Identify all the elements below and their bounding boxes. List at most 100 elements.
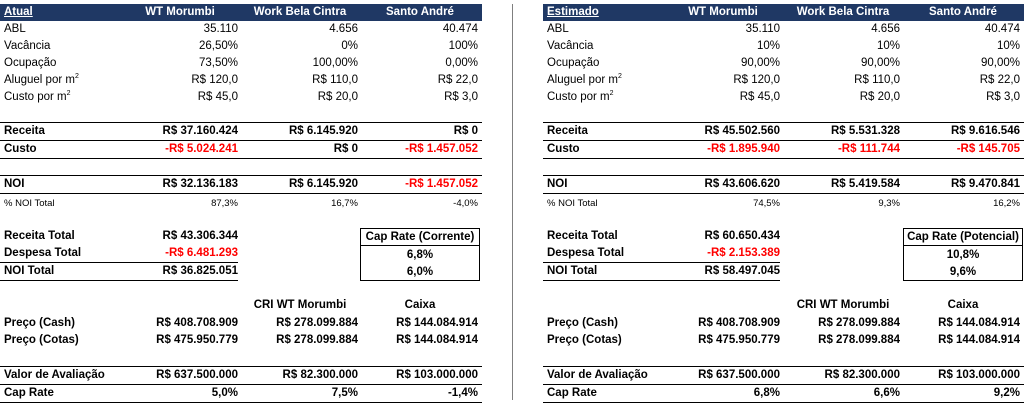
metric-value: 10% — [996, 40, 1020, 52]
despesa-total-value: -R$ 2.153.389 — [707, 247, 780, 259]
despesa-total-value: -R$ 6.481.293 — [165, 247, 238, 259]
price-column-header: CRI WT Morumbi — [796, 299, 890, 311]
custo-value: -R$ 5.024.241 — [165, 143, 238, 155]
metric-row-abl: ABL 35.110 4.656 40.474 — [0, 21, 482, 38]
panel-title: Estimado — [547, 6, 599, 18]
custo-label: Custo — [4, 143, 37, 155]
metric-value: 90,00% — [860, 57, 900, 69]
noi-pct-label: % NOI Total — [4, 198, 55, 209]
noi-pct-value: 9,3% — [878, 198, 900, 209]
noi-total-value: R$ 36.825.051 — [162, 265, 238, 277]
receita-total-row: Receita Total R$ 43.306.344 — [0, 228, 238, 245]
preco-value: R$ 475.950.779 — [156, 334, 238, 346]
preco-cash-row: Preço (Cash) R$ 408.708.909 R$ 278.099.8… — [0, 315, 482, 332]
custo-row: Custo -R$ 1.895.940 -R$ 111.744 -R$ 145.… — [543, 140, 1024, 159]
metric-label: Vacância — [4, 40, 51, 52]
preco-value: R$ 278.099.884 — [276, 317, 358, 329]
cap-rate-value: 6,8% — [753, 387, 780, 399]
metric-value: R$ 22,0 — [437, 74, 478, 86]
metric-row-aluguel: Aluguel por m2 R$ 120,0 R$ 110,0 R$ 22,0 — [0, 72, 482, 89]
preco-value: R$ 475.950.779 — [698, 334, 780, 346]
receita-value: R$ 45.502.560 — [704, 125, 780, 137]
custo-label: Custo — [547, 143, 580, 155]
cap-rate-box-value: 6,0% — [406, 266, 434, 278]
metric-value: 73,50% — [198, 57, 238, 69]
custo-value: -R$ 111.744 — [837, 143, 900, 155]
noi-label: NOI — [547, 178, 568, 190]
metric-label: Custo por m2 — [4, 90, 71, 103]
noi-pct-value: 74,5% — [753, 198, 780, 209]
metric-value: R$ 20,0 — [859, 91, 900, 103]
cap-rate-row: Cap Rate 5,0% 7,5% -1,4% — [0, 385, 482, 403]
noi-pct-value: 16,2% — [993, 198, 1020, 209]
metric-label: ABL — [547, 23, 569, 35]
preco-value: R$ 144.084.914 — [938, 334, 1020, 346]
metric-value: 100,00% — [312, 57, 358, 69]
valor-avaliacao-row: Valor de Avaliação R$ 637.500.000 R$ 82.… — [0, 366, 482, 385]
metric-row-ocupacao: Ocupação 73,50% 100,00% 0,00% — [0, 55, 482, 72]
metric-value: R$ 20,0 — [317, 91, 358, 103]
metric-value: R$ 45,0 — [739, 91, 780, 103]
cap-rate-box: Cap Rate (Corrente) 6,8% 6,0% — [360, 228, 480, 281]
price-column-header-row: CRI WT Morumbi Caixa — [0, 297, 482, 314]
metric-row-aluguel: Aluguel por m2 R$ 120,0 R$ 110,0 R$ 22,0 — [543, 72, 1024, 89]
custo-value: -R$ 1.895.940 — [707, 143, 780, 155]
cap-rate-box-value: 6,8% — [406, 249, 434, 261]
noi-pct-value: 87,3% — [211, 198, 238, 209]
metric-value: 90,00% — [980, 57, 1020, 69]
despesa-total-label: Despesa Total — [547, 247, 625, 259]
noi-total-row: NOI Total R$ 58.497.045 — [543, 263, 780, 281]
custo-value: R$ 0 — [333, 143, 358, 155]
metric-value: R$ 3,0 — [444, 91, 478, 103]
receita-total-value: R$ 43.306.344 — [162, 230, 238, 242]
noi-pct-value: -4,0% — [453, 198, 478, 209]
metric-value: R$ 120,0 — [733, 74, 780, 86]
valor-avaliacao-label: Valor de Avaliação — [547, 369, 648, 381]
header-row: Estimado WT Morumbi Work Bela Cintra San… — [543, 4, 1024, 21]
metric-value: 35.110 — [745, 23, 780, 35]
metric-value: 40.474 — [984, 23, 1020, 35]
noi-pct-row: % NOI Total 74,5% 9,3% 16,2% — [543, 195, 1024, 212]
metric-value: 0% — [341, 40, 358, 52]
metric-value: 0,00% — [445, 57, 478, 69]
metric-row-ocupacao: Ocupação 90,00% 90,00% 90,00% — [543, 55, 1024, 72]
receita-value: R$ 37.160.424 — [162, 125, 238, 137]
column-header-santo-andre: Santo André — [929, 6, 997, 18]
cap-rate-box: Cap Rate (Potencial) 10,8% 9,6% — [903, 228, 1023, 281]
metric-row-vacancia: Vacância 26,50% 0% 100% — [0, 38, 482, 55]
metric-row-abl: ABL 35.110 4.656 40.474 — [543, 21, 1024, 38]
metric-row-custo-m2: Custo por m2 R$ 45,0 R$ 20,0 R$ 3,0 — [543, 89, 1024, 106]
noi-pct-label: % NOI Total — [547, 198, 598, 209]
price-column-header: CRI WT Morumbi — [253, 299, 347, 311]
preco-value: R$ 144.084.914 — [938, 317, 1020, 329]
metric-label: Aluguel por m2 — [4, 73, 79, 86]
column-header-wt-morumbi: WT Morumbi — [688, 6, 758, 18]
metric-value: R$ 110,0 — [854, 74, 900, 86]
despesa-total-row: Despesa Total -R$ 6.481.293 — [0, 245, 238, 263]
noi-pct-row: % NOI Total 87,3% 16,7% -4,0% — [0, 195, 482, 212]
cap-rate-value: 5,0% — [211, 387, 238, 399]
cap-rate-row: Cap Rate 6,8% 6,6% 9,2% — [543, 385, 1024, 403]
noi-value: -R$ 1.457.052 — [405, 178, 478, 190]
receita-row: Receita R$ 37.160.424 R$ 6.145.920 R$ 0 — [0, 122, 482, 140]
metric-value: R$ 3,0 — [986, 91, 1020, 103]
noi-total-row: NOI Total R$ 36.825.051 — [0, 263, 238, 281]
column-header-wt-morumbi: WT Morumbi — [145, 6, 215, 18]
metric-label: ABL — [4, 23, 26, 35]
column-header-santo-andre: Santo André — [386, 6, 454, 18]
metric-value: 40.474 — [442, 23, 478, 35]
custo-value: -R$ 1.457.052 — [405, 143, 478, 155]
preco-value: R$ 278.099.884 — [818, 317, 900, 329]
despesa-total-label: Despesa Total — [4, 247, 82, 259]
despesa-total-row: Despesa Total -R$ 2.153.389 — [543, 245, 780, 263]
noi-value: R$ 5.419.584 — [830, 178, 900, 190]
receita-total-label: Receita Total — [4, 230, 75, 242]
receita-value: R$ 0 — [453, 125, 478, 137]
valor-avaliacao-value: R$ 82.300.000 — [824, 369, 900, 381]
metric-value: 4.656 — [871, 23, 900, 35]
cap-rate-value: -1,4% — [447, 387, 478, 399]
cap-rate-box-value: 9,6% — [949, 266, 977, 278]
price-column-header: Caixa — [404, 299, 436, 311]
panel-atual: Atual WT Morumbi Work Bela Cintra Santo … — [0, 0, 482, 404]
cap-rate-value: 9,2% — [993, 387, 1020, 399]
